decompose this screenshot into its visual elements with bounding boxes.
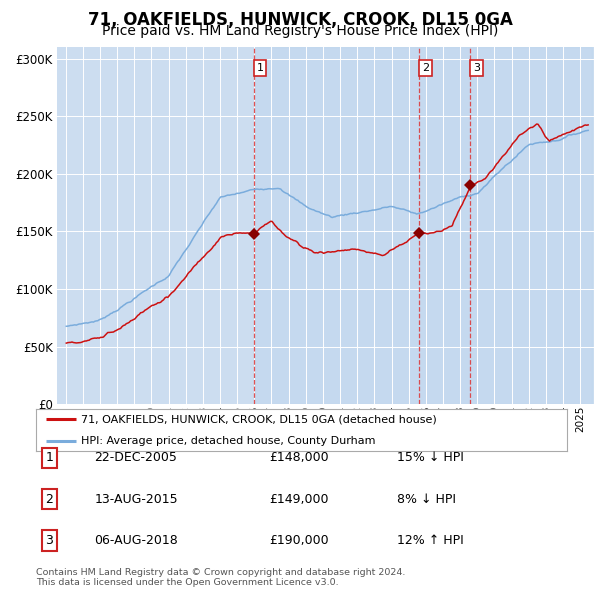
Text: £148,000: £148,000 xyxy=(269,451,329,464)
Text: HPI: Average price, detached house, County Durham: HPI: Average price, detached house, Coun… xyxy=(81,436,376,445)
Text: 3: 3 xyxy=(46,534,53,547)
Text: 1: 1 xyxy=(256,63,263,73)
Text: 2: 2 xyxy=(422,63,429,73)
Text: 71, OAKFIELDS, HUNWICK, CROOK, DL15 0GA: 71, OAKFIELDS, HUNWICK, CROOK, DL15 0GA xyxy=(88,11,512,29)
Bar xyxy=(254,47,592,404)
Text: 2: 2 xyxy=(46,493,53,506)
Text: Contains HM Land Registry data © Crown copyright and database right 2024.
This d: Contains HM Land Registry data © Crown c… xyxy=(36,568,406,587)
Text: 71, OAKFIELDS, HUNWICK, CROOK, DL15 0GA (detached house): 71, OAKFIELDS, HUNWICK, CROOK, DL15 0GA … xyxy=(81,415,437,424)
Text: 12% ↑ HPI: 12% ↑ HPI xyxy=(397,534,464,547)
Text: 8% ↓ HPI: 8% ↓ HPI xyxy=(397,493,456,506)
Text: £149,000: £149,000 xyxy=(269,493,329,506)
Text: 15% ↓ HPI: 15% ↓ HPI xyxy=(397,451,464,464)
Text: 1: 1 xyxy=(46,451,53,464)
Text: Price paid vs. HM Land Registry's House Price Index (HPI): Price paid vs. HM Land Registry's House … xyxy=(102,24,498,38)
Text: 3: 3 xyxy=(473,63,480,73)
Text: 13-AUG-2015: 13-AUG-2015 xyxy=(94,493,178,506)
Text: 22-DEC-2005: 22-DEC-2005 xyxy=(94,451,177,464)
Text: £190,000: £190,000 xyxy=(269,534,329,547)
Text: 06-AUG-2018: 06-AUG-2018 xyxy=(94,534,178,547)
